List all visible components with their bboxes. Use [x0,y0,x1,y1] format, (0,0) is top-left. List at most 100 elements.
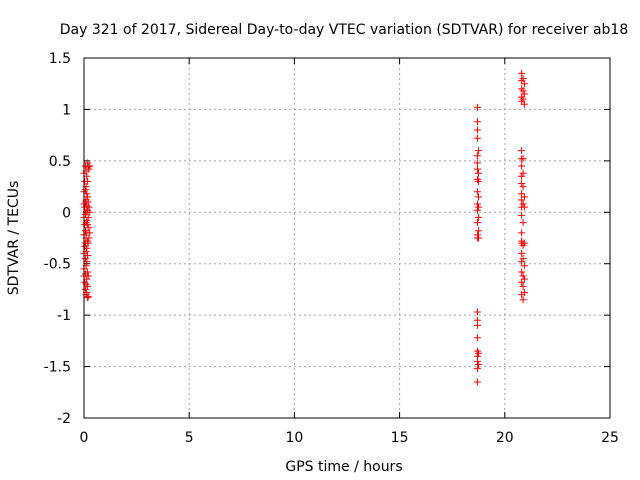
x-axis-label: GPS time / hours [285,459,402,475]
chart-title: Day 321 of 2017, Sidereal Day-to-day VTE… [60,22,629,38]
data-point [519,200,527,208]
data-point [519,169,527,177]
data-point [520,239,528,247]
y-tick-label: 1.5 [49,51,71,67]
data-point [520,80,528,88]
data-point [84,213,92,221]
data-point [475,227,482,235]
data-point [473,126,481,134]
data-point [518,69,526,77]
data-point [475,361,482,369]
data-point [520,90,528,98]
data-point [519,282,527,290]
data-point [519,272,527,280]
y-tick-label: -1.5 [44,360,71,376]
data-point [473,200,481,208]
data-point [84,268,92,276]
data-point [520,289,528,297]
data-point [84,293,92,301]
data-point [520,193,528,201]
grid-lines [84,58,610,418]
data-point [473,103,481,111]
data-point [84,198,92,206]
data-point [475,193,482,201]
data-point [518,179,526,187]
data-point [519,155,527,163]
data-point [518,147,526,155]
data-point [86,162,94,170]
y-tick-label: -1 [57,308,71,324]
data-point [81,186,89,194]
data-point [518,268,526,276]
data-point [475,234,482,242]
data-points [80,69,528,386]
data-point [473,165,481,173]
data-point [85,165,93,173]
data-point [84,177,92,185]
data-point [520,275,528,283]
y-tick-label: -2 [57,411,71,427]
data-point [473,159,481,167]
data-point [519,219,527,227]
data-point [475,147,482,155]
x-tick-label: 15 [391,430,409,446]
data-point [475,213,482,221]
y-tick-label: 0 [62,205,71,221]
data-point [518,258,526,266]
data-point [473,334,481,342]
data-point [473,365,481,373]
data-point [475,177,482,185]
data-point [475,203,482,211]
data-point [85,234,93,242]
data-point [84,282,92,290]
data-point [473,152,481,160]
data-point [520,262,528,270]
data-point [473,378,481,386]
data-point [520,100,528,108]
data-point [473,188,481,196]
data-point [85,224,93,232]
data-point [473,321,481,329]
data-point [475,169,482,177]
plot-border [83,57,611,419]
x-tick-label: 20 [496,430,514,446]
data-point [518,249,526,257]
data-point [86,208,94,216]
data-point [84,239,92,247]
data-point [84,193,92,201]
data-point [84,221,92,229]
data-point [473,219,481,227]
data-point [473,357,481,365]
data-point [518,172,526,180]
data-point [475,349,482,357]
x-tick-label: 0 [80,430,89,446]
y-tick-label: -0.5 [44,257,71,273]
x-tick-label: 25 [601,430,619,446]
y-tick-label: 1 [62,102,71,118]
data-point [518,162,526,170]
data-point [518,211,526,219]
data-point [473,206,481,214]
data-point [519,75,527,83]
data-point [86,229,94,237]
x-tick-label: 10 [285,430,303,446]
y-tick-label: 0.5 [49,154,71,170]
data-point [519,296,527,304]
data-point [84,272,92,280]
data-point [84,294,92,302]
x-tick-label: 5 [185,430,194,446]
data-point [519,87,527,95]
data-point [85,203,93,211]
data-point [519,95,527,103]
data-point [473,308,481,316]
data-point [519,183,527,191]
data-point [519,255,527,263]
data-point [473,118,481,126]
data-point [473,134,481,142]
data-point [518,229,526,237]
data-point [84,251,92,259]
axis-ticks: 0 5 10 15 20 25 -2 -1.5 -1 -0.5 0 0.5 1 1.5 [44,51,619,446]
y-axis-label: SDTVAR / TECUs [6,181,22,296]
